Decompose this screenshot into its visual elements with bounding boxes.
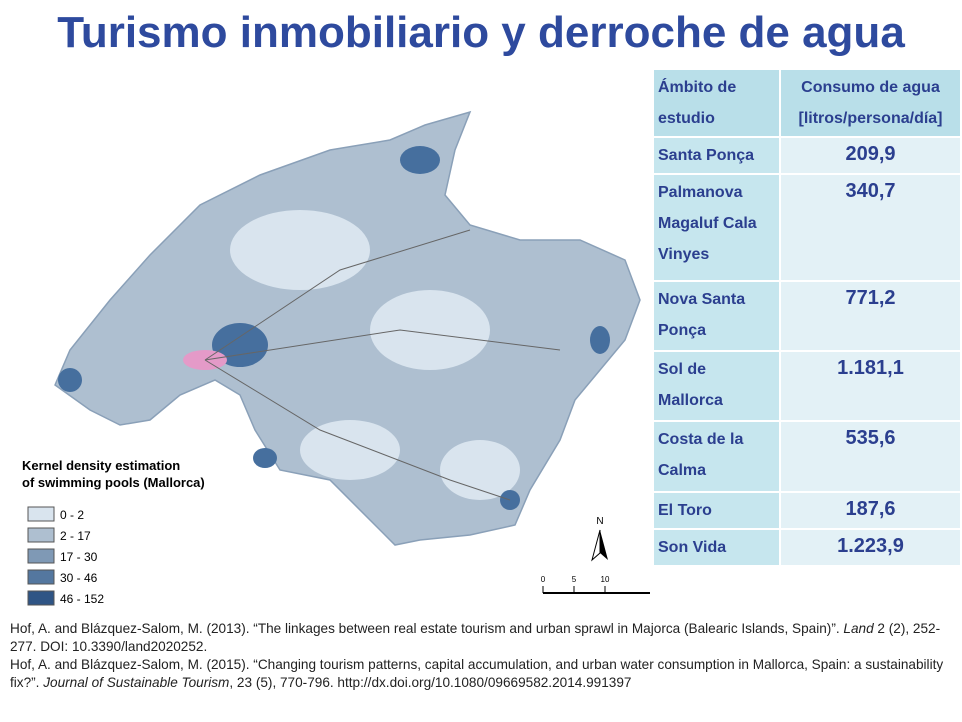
roads [204, 229, 561, 501]
table-row: El Toro 187,6 [652, 491, 962, 530]
low-density [230, 210, 520, 500]
references: Hof, A. and Blázquez-Salom, M. (2013). “… [10, 620, 955, 692]
legend-label: 2 - 17 [60, 529, 91, 543]
scale-label: 10 [601, 575, 610, 584]
legend-swatch [27, 548, 55, 564]
reference-text: Journal of Sustainable Tourism [43, 675, 230, 690]
north-arrow [591, 529, 601, 562]
reference-text: Hof, A. and Blázquez-Salom, M. (2015). “… [10, 657, 944, 690]
legend-swatch [27, 506, 55, 522]
table-cell: 187,6 [779, 491, 962, 530]
table-cell: Costa de la Calma [652, 420, 781, 493]
map: Kernel density estimation of swimming poo… [22, 110, 650, 606]
legend-title: Kernel density estimation of swimming poo… [22, 458, 205, 490]
table-row: Costa de la Calma 535,6 [652, 420, 962, 493]
reference: Hof, A. and Blázquez-Salom, M. (2015). “… [10, 656, 955, 692]
high-density [58, 146, 610, 510]
table-row: Nova Santa Ponça 771,2 [652, 280, 962, 352]
table-cell: Sol de Mallorca [652, 350, 781, 422]
scale-label: 5 [572, 575, 577, 584]
header-cell: Consumo de agua [litros/persona/día] [779, 68, 962, 138]
legend-label: 46 - 152 [60, 592, 104, 606]
header-row: Ámbito de estudio Consumo de agua [litros… [652, 68, 962, 138]
table-row: Sol de Mallorca 1.181,1 [652, 350, 962, 422]
reference-text: , 23 (5), 770-796. http://dx.doi.org/10.… [229, 675, 632, 690]
legend-label: 17 - 30 [60, 550, 98, 564]
reference-text: Land [843, 621, 874, 636]
table-cell: Santa Ponça [652, 136, 781, 175]
island [54, 110, 641, 546]
legend-label: 30 - 46 [60, 571, 98, 585]
legend-swatch [27, 569, 55, 585]
legend-swatch [27, 527, 55, 543]
table-cell: Nova Santa Ponça [652, 280, 781, 352]
table-row: Palmanova Magaluf Cala Vinyes 340,7 [652, 173, 962, 282]
reference: Hof, A. and Blázquez-Salom, M. (2013). “… [10, 620, 955, 656]
header-cell: Ámbito de estudio [652, 68, 781, 138]
reference-text: Hof, A. and Blázquez-Salom, M. (2013). “… [10, 621, 844, 636]
table-cell: 209,9 [779, 136, 962, 175]
table-cell: 535,6 [779, 420, 962, 493]
table-cell: Palmanova Magaluf Cala Vinyes [652, 173, 781, 282]
title: Turismo inmobiliario y derroche de agua [57, 8, 905, 57]
table-cell: 1.181,1 [779, 350, 962, 422]
table-cell: 771,2 [779, 280, 962, 352]
table-row: Son Vida 1.223,9 [652, 528, 962, 567]
legend-swatch [27, 590, 55, 606]
scale-label: 0 [541, 575, 546, 584]
north-arrow [600, 530, 608, 560]
data-table: Ámbito de estudio Consumo de agua [litros… [652, 68, 962, 567]
table-cell: Son Vida [652, 528, 781, 567]
table-cell: 1.223,9 [779, 528, 962, 567]
table-cell: 340,7 [779, 173, 962, 282]
legend-label: 0 - 2 [60, 508, 84, 522]
reference-text: 2 (2), 252-277. DOI: 10.3390/land2020252… [10, 621, 941, 654]
north-label: N [596, 516, 603, 527]
table-row: Santa Ponça 209,9 [652, 136, 962, 175]
table-cell: El Toro [652, 491, 781, 530]
